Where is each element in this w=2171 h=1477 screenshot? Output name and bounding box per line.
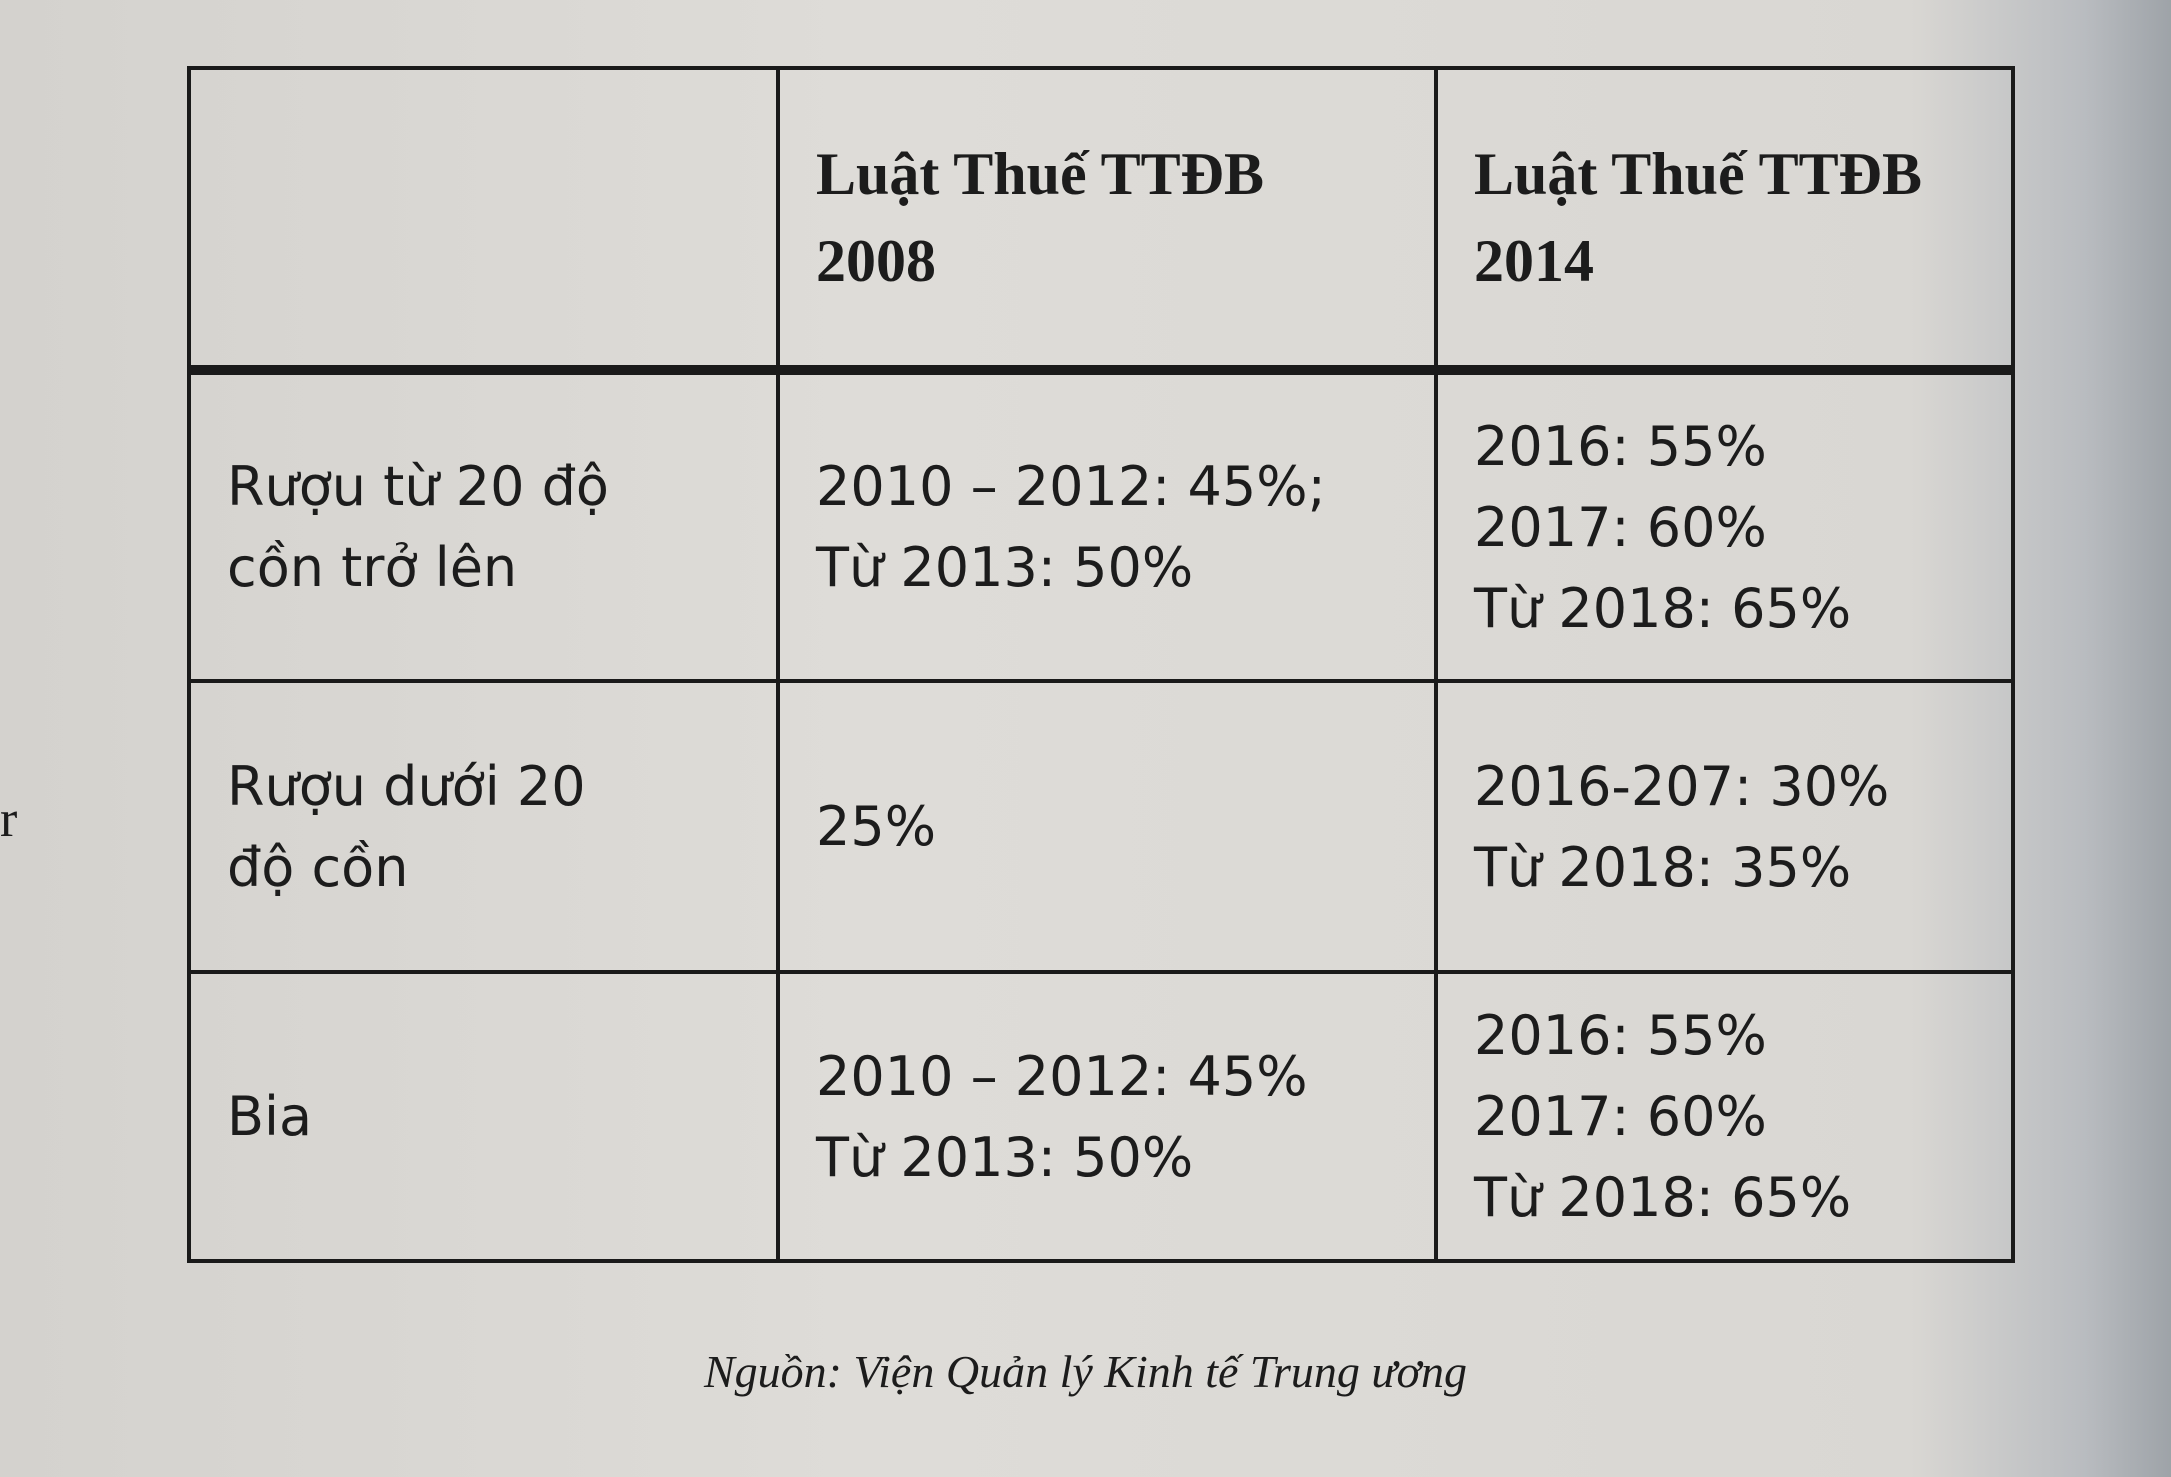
text-line: 2016: 55% — [1474, 414, 1767, 478]
text-line: 2016-207: 30% — [1474, 754, 1890, 818]
text-line: Rượu dưới 20 — [227, 754, 586, 818]
text-line: Từ 2013: 50% — [816, 1125, 1194, 1189]
header-cell: Luật Thuế TTĐB 2008 — [780, 70, 1438, 375]
text-line: 2008 — [816, 227, 936, 294]
table-cell: 2010 – 2012: 45%; Từ 2013: 50% — [780, 375, 1438, 683]
row-label: Bia — [191, 974, 780, 1259]
text-line: độ cồn — [227, 835, 409, 899]
table-cell: 2016-207: 30% Từ 2018: 35% — [1438, 683, 2011, 974]
text-line: 2017: 60% — [1474, 1085, 1767, 1148]
text-line: Rượu từ 20 độ — [227, 455, 609, 518]
text-line: 2010 – 2012: 45% — [816, 1044, 1308, 1108]
text-line: Từ 2018: 65% — [1474, 576, 1852, 640]
text-line: Từ 2018: 65% — [1474, 1166, 1852, 1229]
header-cell — [191, 70, 780, 375]
text-line: 2017: 60% — [1474, 495, 1767, 559]
row-label: Rượu từ 20 độ cồn trở lên — [191, 375, 780, 683]
text-line: Từ 2018: 35% — [1474, 835, 1852, 899]
text-line: 2010 – 2012: 45%; — [816, 455, 1326, 518]
text-line: 2016: 55% — [1474, 1004, 1767, 1067]
margin-fragment: r — [0, 791, 18, 848]
text-line: Luật Thuế TTĐB — [816, 140, 1264, 207]
table-cell: 2016: 55% 2017: 60% Từ 2018: 65% — [1438, 974, 2011, 1259]
text-line: cồn trở lên — [227, 536, 518, 599]
text-line: Bia — [227, 1085, 313, 1148]
text-line: Từ 2013: 50% — [816, 536, 1194, 599]
table: Luật Thuế TTĐB 2008 Luật Thuế TTĐB 2014 Rượu… — [187, 66, 2015, 1263]
source-caption: Nguồn: Viện Quản lý Kinh tế Trung ương — [703, 1346, 1468, 1397]
row-label: Rượu dưới 20 độ cồn — [191, 683, 780, 974]
table-cell: 2016: 55% 2017: 60% Từ 2018: 65% — [1438, 375, 2011, 683]
text-line: 2014 — [1474, 227, 1594, 294]
table-cell: 25% — [780, 683, 1438, 974]
table-cell: 2010 – 2012: 45% Từ 2013: 50% — [780, 974, 1438, 1259]
text-line: Luật Thuế TTĐB — [1474, 140, 1922, 207]
header-cell: Luật Thuế TTĐB 2014 — [1438, 70, 2011, 375]
text-line: 25% — [816, 795, 937, 858]
